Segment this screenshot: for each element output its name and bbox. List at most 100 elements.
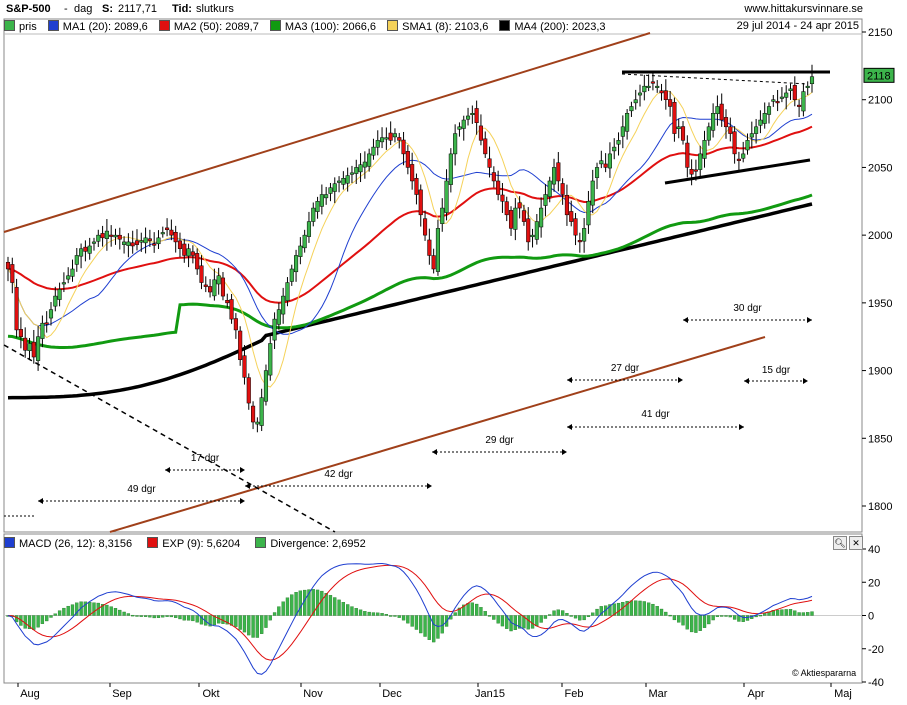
divergence-bar [539, 615, 543, 623]
candle-body [616, 140, 621, 145]
divergence-bar [393, 615, 397, 617]
candle-body [156, 237, 161, 245]
y-tick-label: 2100 [868, 95, 892, 107]
y-tick-label: 20 [868, 577, 880, 589]
divergence-bar [406, 615, 410, 624]
candle-body [646, 85, 651, 88]
candle-body [66, 275, 71, 280]
divergence-bar [552, 610, 556, 616]
candle-body [418, 189, 423, 216]
candle-body [599, 160, 604, 165]
arrow-icon [165, 467, 170, 473]
candle-body [762, 113, 767, 124]
candle-body [539, 207, 544, 228]
divergence-bar [616, 602, 621, 616]
divergence-bar [298, 590, 303, 616]
legend-label: EXP (9): 5,6204 [162, 538, 241, 550]
divergence-bar [380, 613, 384, 616]
ma2-line [7, 125, 813, 304]
candle-body [397, 137, 402, 141]
divergence-bar [401, 615, 406, 621]
divergence-bar [681, 615, 685, 626]
divergence-bar [341, 602, 346, 616]
candle-body [612, 146, 617, 152]
close-icon[interactable]: ✕ [849, 536, 863, 550]
candle-body [14, 287, 19, 331]
divergence-bar [358, 609, 363, 616]
candle-body [431, 255, 436, 270]
divergence-bar [346, 604, 350, 616]
interval-label: 29 dgr [485, 435, 514, 446]
candle-body [560, 183, 565, 195]
divergence-bar [414, 615, 419, 630]
divergence-bar [324, 593, 328, 616]
candle-body [470, 113, 475, 116]
divergence-bar [582, 615, 586, 621]
candle-body [749, 133, 754, 138]
divergence-bar [788, 609, 793, 616]
candle-body [289, 268, 294, 282]
candle-body [414, 178, 419, 195]
candle-body [160, 232, 165, 235]
divergence-bar [354, 608, 358, 616]
divergence-bar [62, 607, 66, 616]
candle-body [689, 169, 694, 175]
divergence-bar [208, 615, 212, 627]
interval-label: 41 dgr [641, 409, 670, 420]
interval-label: 17 dgr [191, 453, 220, 464]
arrow-icon [744, 378, 749, 384]
legend-label: MA3 (100): 2066,6 [284, 21, 377, 33]
divergence-bar [685, 615, 689, 630]
zoom-icon[interactable]: 🔍︎ [833, 536, 847, 550]
divergence-bar [565, 613, 569, 616]
legend-swatch [269, 20, 281, 31]
candle-body [801, 91, 806, 112]
legend-swatch [499, 20, 511, 31]
divergence-bar [457, 607, 462, 616]
candle-body [36, 336, 41, 361]
divergence-bar [470, 602, 474, 616]
candle-body [276, 309, 281, 325]
candle-body [625, 113, 630, 132]
candle-body [809, 76, 815, 85]
divergence-bar [384, 614, 389, 616]
divergence-bar [522, 615, 526, 629]
divergence-bar [612, 603, 616, 616]
candle-body [143, 237, 148, 244]
candle-body [594, 167, 600, 178]
divergence-bar [156, 615, 161, 618]
divergence-bar [333, 597, 337, 616]
divergence-bar [376, 612, 380, 616]
candle-body [380, 137, 385, 143]
divergence-bar [212, 615, 217, 626]
candle-body [311, 207, 316, 222]
candle-body [715, 106, 720, 115]
divergence-bar [234, 615, 238, 627]
legend-swatch [47, 20, 59, 31]
x-tick-label: Apr [747, 688, 764, 700]
candle-body [272, 318, 277, 341]
candle-body [147, 238, 152, 241]
candle-body [487, 158, 492, 168]
legend-label: Divergence: 2,6952 [270, 538, 366, 550]
divergence-bar [462, 604, 466, 616]
candle-body [435, 228, 440, 272]
divergence-bar [677, 615, 681, 623]
legend-label: pris [19, 21, 37, 33]
legend-swatch [4, 20, 15, 31]
divergence-bar [801, 612, 806, 616]
candle-body [122, 241, 127, 245]
candle-body [345, 175, 350, 184]
divergence-bar [131, 614, 135, 617]
candle-body [410, 164, 415, 182]
arrow-icon [678, 377, 683, 383]
divergence-bar [530, 615, 535, 629]
divergence-bar [775, 609, 780, 616]
candle-body [547, 180, 552, 197]
arrow-icon [427, 483, 432, 489]
candle-body [238, 330, 243, 360]
divergence-bar [492, 615, 496, 620]
candle-body [457, 126, 462, 130]
candle-body [422, 218, 428, 236]
divergence-bar [174, 615, 178, 618]
